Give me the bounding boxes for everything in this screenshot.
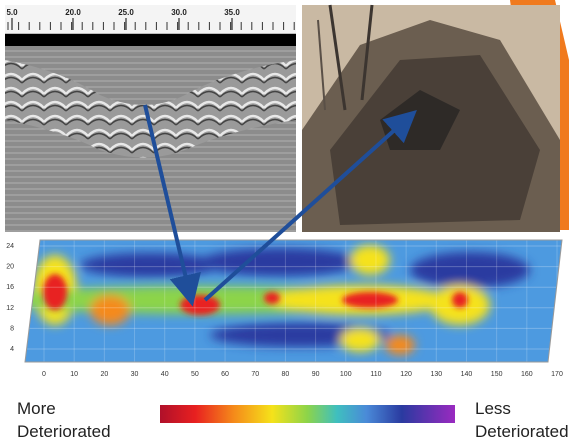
ruler-label: 5.0: [6, 8, 18, 17]
y-axis-label: 4: [10, 346, 14, 353]
x-axis-label: 70: [251, 371, 259, 378]
x-axis-label: 20: [100, 371, 108, 378]
legend-right: Deteriorated: [475, 422, 569, 440]
photo-panel: [302, 5, 560, 232]
x-axis-label: 90: [312, 371, 320, 378]
x-axis-label: 40: [161, 371, 169, 378]
x-axis-label: 120: [400, 371, 412, 378]
x-axis-label: 100: [340, 371, 352, 378]
x-axis-label: 110: [370, 371, 381, 378]
y-axis-label: 8: [10, 325, 14, 332]
y-axis-label: 12: [6, 305, 14, 312]
x-axis-label: 130: [430, 371, 442, 378]
y-axis-label: 24: [6, 243, 14, 250]
x-axis-label: 160: [521, 371, 533, 378]
color-bar: [160, 405, 455, 423]
x-axis-label: 80: [282, 371, 290, 378]
gpr-panel: 5.0 20.0 25.0 30.0 35.0: [5, 5, 296, 232]
x-axis-label: 10: [70, 371, 78, 378]
figure: 5.0 20.0 25.0 30.0 35.0: [0, 0, 569, 440]
y-axis-label: 20: [6, 264, 14, 271]
ruler-label: 25.0: [118, 8, 134, 17]
x-axis-label: 60: [221, 371, 229, 378]
x-axis-label: 50: [191, 371, 199, 378]
legend: More Deteriorated Less Deteriorated: [17, 399, 569, 440]
ruler-label: 35.0: [224, 8, 240, 17]
ruler-label: 20.0: [65, 8, 81, 17]
ruler-label: 30.0: [171, 8, 187, 17]
legend-left: Deteriorated: [17, 422, 111, 440]
x-axis-label: 0: [42, 371, 46, 378]
x-axis-label: 150: [491, 371, 503, 378]
x-axis-label: 140: [461, 371, 473, 378]
heatmap: 0 10 20 30 40 50 60 70 80 90 100 110 120 130 140 150 160…: [0, 235, 569, 378]
y-axis-label: 16: [6, 284, 14, 291]
legend-left: More: [17, 399, 56, 418]
x-axis-label: 30: [131, 371, 139, 378]
legend-right: Less: [475, 399, 511, 418]
x-axis-label: 170: [551, 371, 563, 378]
